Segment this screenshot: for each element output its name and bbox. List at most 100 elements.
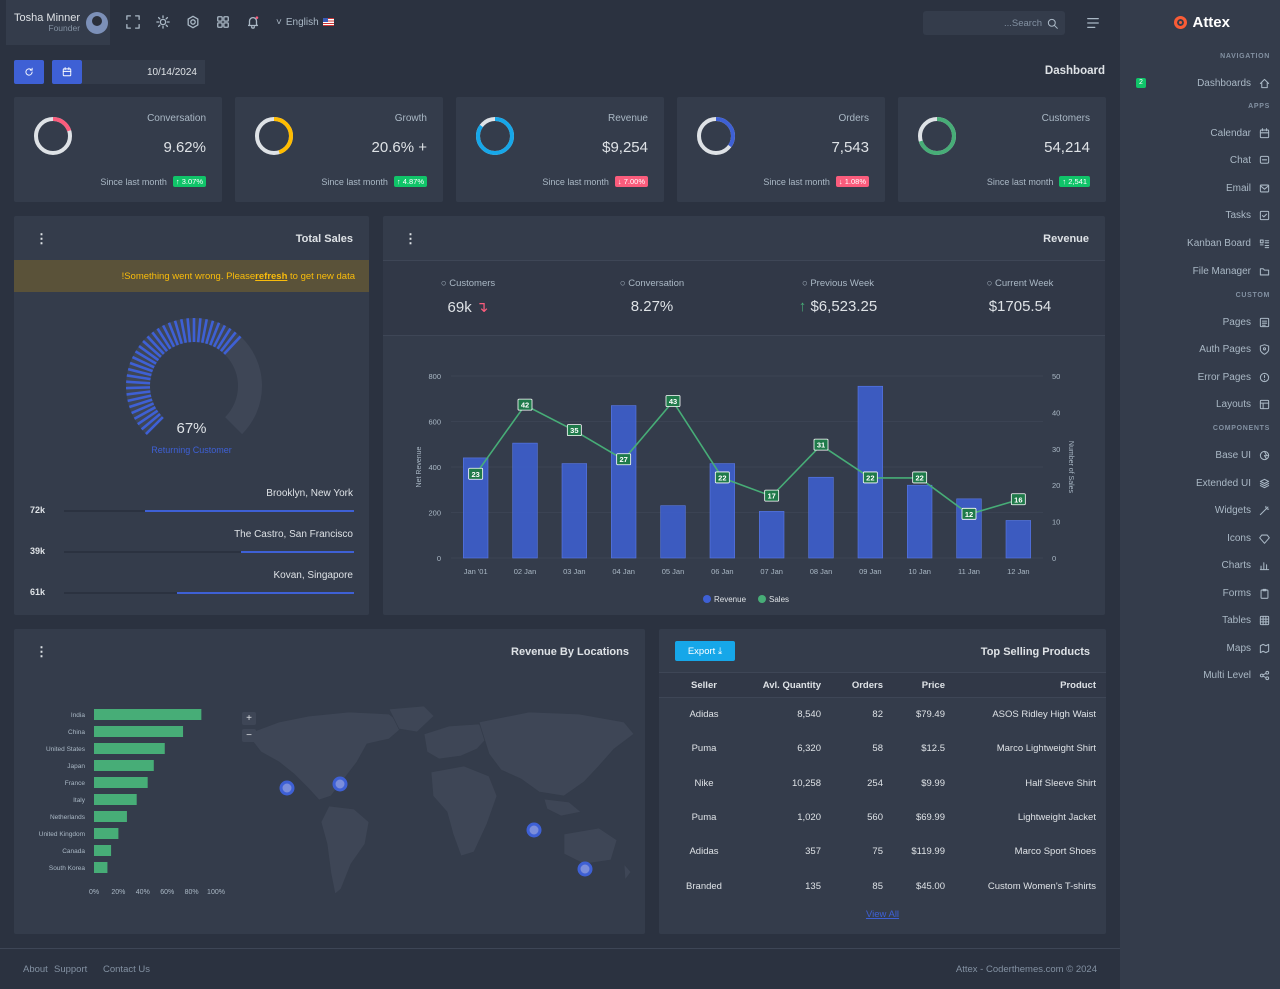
kpi-value: 9.62% [163,139,206,156]
map-marker[interactable] [279,780,295,796]
zoom-out-button[interactable]: − [242,729,256,742]
column-header[interactable]: Orders [821,672,883,698]
sidebar-item-pages[interactable]: Pages [1223,317,1270,328]
sidebar-item-multi-level[interactable]: Multi Level [1203,670,1270,681]
gauge-tick [131,355,155,369]
sidebar-item-layouts[interactable]: Layouts [1216,399,1270,410]
table-row[interactable]: Puma 1,020 560 $69.99 Lightweight Jacket [659,800,1106,834]
sales-data-label: 27 [619,455,627,464]
table-cell: Marco Sport Shoes [1014,846,1096,858]
sidebar-item-label: Layouts [1215,399,1251,410]
sales-line [475,400,1019,516]
gauge-tick [138,344,160,362]
view-all-link[interactable]: View All [865,909,900,920]
gear-icon[interactable] [186,15,200,29]
top-selling-products-card: Export ⤓ Top Selling Products Seller Avl.… [659,629,1106,934]
user-menu[interactable]: Tosha Minner Founder [6,0,110,45]
sidebar-item-chat[interactable]: Chat [1230,155,1270,166]
calendar-icon [1259,128,1270,139]
kpi-label: Customers [1041,113,1090,124]
location-bar-label: India [71,712,85,719]
user-role: Founder [48,22,81,33]
chart-bar-icon [1259,562,1270,571]
revenue-bar [1005,520,1031,559]
sidebar-item-dashboards[interactable]: Dashboards [1197,78,1270,89]
sidebar-item-icons[interactable]: Icons [1227,533,1270,544]
sidebar-item-calendar[interactable]: Calendar [1210,128,1270,139]
brand-logo[interactable]: Attex [1174,14,1230,31]
map-marker[interactable] [332,776,348,792]
revenue-bar [561,463,587,559]
sidebar-item-tables[interactable]: Tables [1222,615,1270,626]
card-title: Revenue [1043,233,1089,245]
stat-label: Current Week [994,278,1054,289]
sidebar-item-email[interactable]: Email [1226,183,1270,194]
topbar-icons: ˅ English [126,15,334,29]
date-input[interactable]: 10/14/2024 [82,60,205,84]
sales-data-label: 35 [570,426,578,435]
sidebar-item-label: Pages [1222,317,1251,328]
kpi-card-growth: Growth 20.6% + Since last month ↑ 4.87% [235,97,443,202]
kpi-change: 3.07% [181,177,203,186]
table-row[interactable]: Adidas 357 75 $119.99 Marco Sport Shoes [659,835,1106,869]
fullscreen-icon[interactable] [126,15,140,29]
apps-icon[interactable] [216,15,230,29]
card-menu-icon[interactable]: ⋮ [35,644,48,659]
alert-text-post: to get new data [287,270,355,282]
table-row[interactable]: Nike 10,258 254 $9.99 Half Sleeve Shirt [659,766,1106,800]
map-marker[interactable] [526,822,542,838]
clipboard-icon [1260,588,1269,599]
zoom-in-button[interactable]: + [242,712,256,725]
bell-icon[interactable] [246,15,260,29]
footer-link-contact[interactable]: Contact Us [103,964,150,975]
card-menu-icon[interactable]: ⋮ [35,231,48,246]
gauge-tick [134,350,157,365]
calendar-button[interactable] [52,60,82,84]
footer-link-about[interactable]: About [23,964,48,975]
column-header[interactable]: Price [883,672,945,698]
sidebar-item-extended-ui[interactable]: Extended UI [1196,478,1270,489]
sidebar-item-auth-pages[interactable]: Auth Pages [1199,344,1270,355]
map-europe [423,723,490,760]
sidebar-item-maps[interactable]: Maps [1227,643,1270,654]
kpi-label: Revenue [607,113,648,124]
export-button[interactable]: Export ⤓ [675,641,735,661]
refresh-link[interactable]: refresh [255,270,288,282]
search-input[interactable]: ...Search [923,11,1065,35]
x-tick-label: 0% [89,889,99,896]
sidebar-item-charts[interactable]: Charts [1222,560,1270,571]
sidebar-item-label: Chat [1229,155,1251,166]
sidebar-item-kanban-board[interactable]: Kanban Board [1187,238,1270,249]
table-row[interactable]: Adidas 8,540 82 $79.49 ASOS Ridley High Wais… [659,698,1106,732]
map-marker[interactable] [577,861,593,877]
refresh-button[interactable] [14,60,44,84]
footer-link-support[interactable]: Support [54,964,88,975]
language-selector[interactable]: ˅ English [276,17,334,28]
column-header[interactable]: Seller [659,672,749,698]
gauge-tick [126,380,151,385]
sidebar-item-base-ui[interactable]: Base UI [1215,450,1270,461]
card-title: Top Selling Products [980,646,1090,658]
x-tick-label: 60% [160,889,174,896]
search-placeholder: ...Search [1003,17,1042,29]
stat-label: Customers [449,278,496,289]
table-row[interactable]: Branded 135 85 $45.00 Custom Women's T-shirt… [659,869,1106,903]
sidebar-item-forms[interactable]: Forms [1223,588,1270,599]
sidebar-item-error-pages[interactable]: Error Pages [1198,372,1270,383]
ring-fill [476,117,514,155]
sidebar-item-file-manager[interactable]: File Manager [1193,266,1270,277]
location-name: Brooklyn, New York [266,488,353,499]
kpi-change: 2,541 [1068,177,1087,186]
column-header[interactable]: Product [945,672,1106,698]
card-menu-icon[interactable]: ⋮ [404,231,417,246]
sidebar-item-label: Auth Pages [1199,344,1251,355]
table-row[interactable]: Puma 6,320 58 $12.5 Marco Lightweight Shirt [659,732,1106,766]
gauge-tick [137,409,159,426]
download-icon: ⤓ [717,645,723,657]
column-header[interactable]: Avl. Quantity [749,672,821,698]
menu-icon[interactable] [1086,16,1100,30]
sun-icon[interactable] [156,15,170,29]
sidebar-item-tasks[interactable]: Tasks [1225,210,1270,221]
sidebar-item-widgets[interactable]: Widgets [1215,505,1270,516]
calendar-icon [62,67,72,77]
